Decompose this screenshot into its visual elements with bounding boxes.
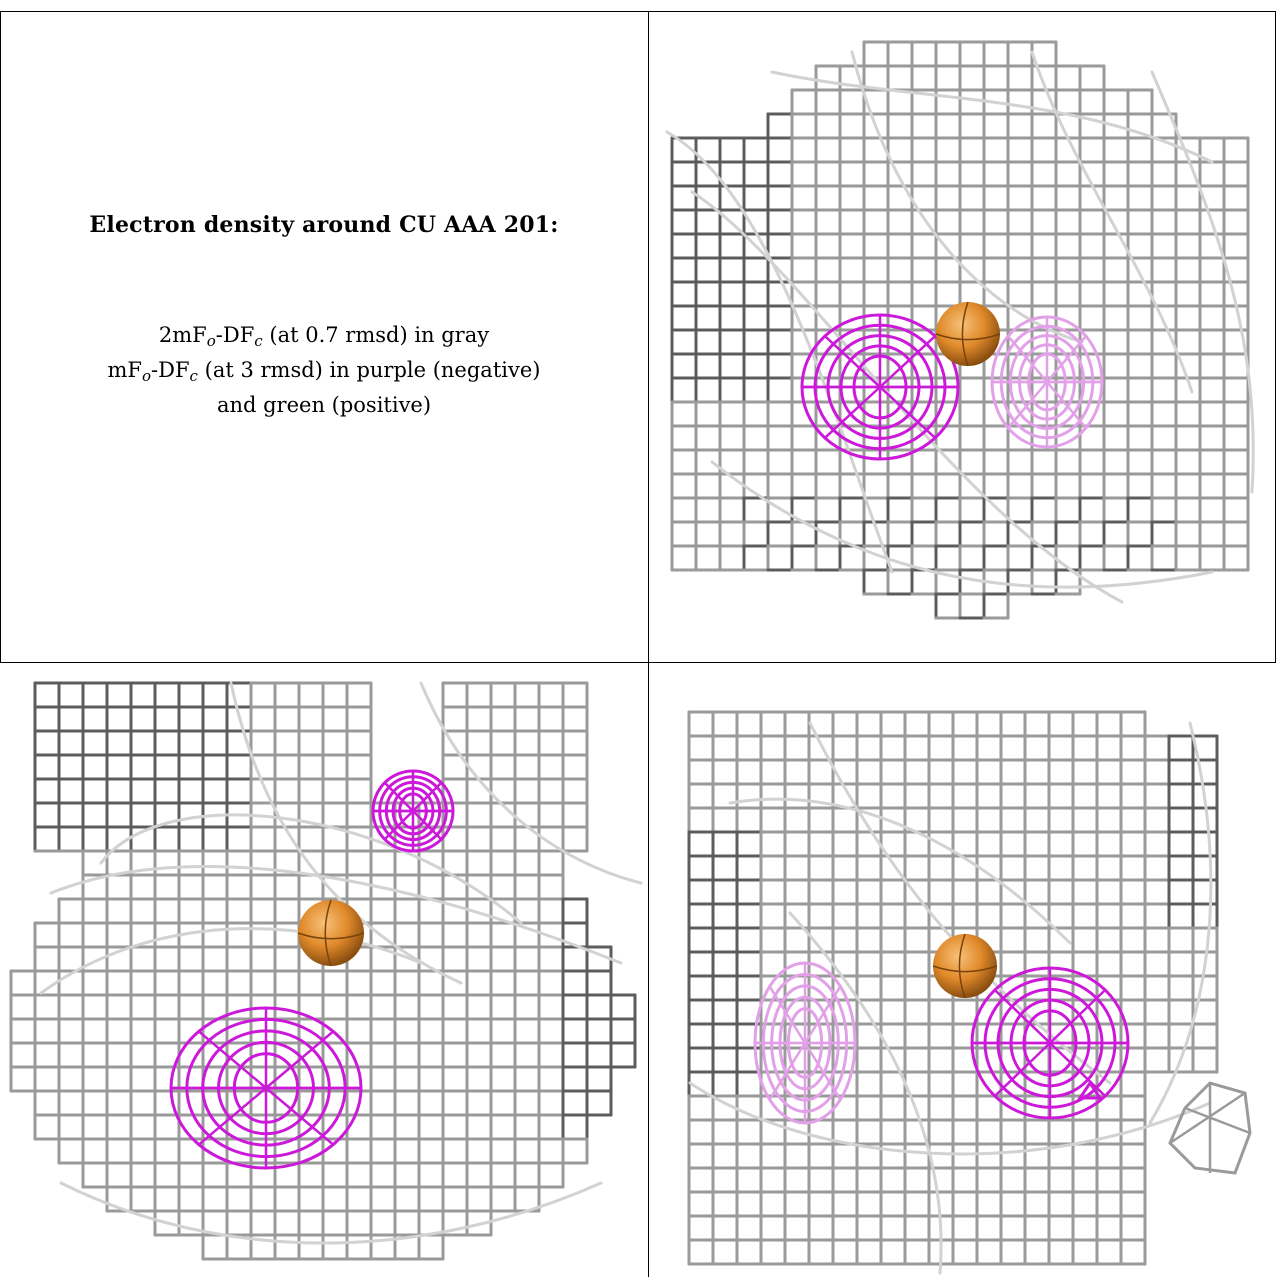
top-border	[0, 11, 1276, 12]
gray-density-mesh	[665, 40, 1255, 620]
caption-title: Electron density around CU AAA 201:	[89, 212, 559, 238]
view-bottom-right	[650, 663, 1275, 1277]
middle-divider	[0, 662, 1276, 663]
left-border	[0, 11, 1, 662]
view-bottom-left	[1, 663, 647, 1277]
negative-density-mesh	[753, 961, 1130, 1125]
center-divider	[648, 11, 649, 1277]
gray-density-mesh	[687, 710, 1252, 1275]
caption-line-green: and green (positive)	[216, 393, 432, 417]
mesh-view-bottom-right	[687, 710, 1252, 1275]
mesh-view-top-right	[665, 40, 1255, 620]
copper-atom	[935, 301, 1001, 367]
negative-density-mesh	[169, 769, 455, 1170]
caption-line-mfo: mFo-DFc (at 3 rmsd) in purple (negative)	[107, 358, 541, 385]
copper-atom	[297, 899, 365, 967]
caption-cell: Electron density around CU AAA 201: 2mFo…	[0, 0, 648, 662]
gray-density-mesh	[9, 681, 643, 1261]
copper-atom	[932, 933, 998, 999]
caption-body: 2mFo-DFc (at 0.7 rmsd) in gray mFo-DFc (…	[0, 318, 648, 423]
negative-density-mesh	[800, 313, 1104, 461]
view-top-right	[652, 12, 1275, 661]
mesh-view-bottom-left	[9, 681, 643, 1261]
caption-line-2mfo: 2mFo-DFc (at 0.7 rmsd) in gray	[158, 323, 490, 350]
